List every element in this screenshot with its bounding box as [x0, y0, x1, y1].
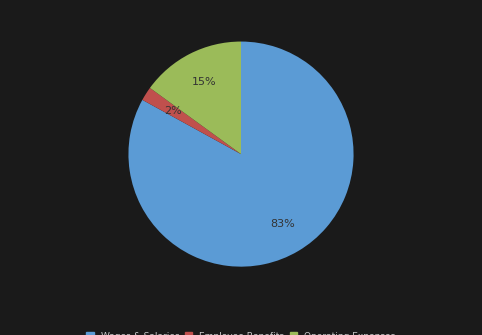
Wedge shape [150, 42, 241, 154]
Wedge shape [142, 88, 241, 154]
Text: 2%: 2% [164, 106, 181, 116]
Text: 83%: 83% [270, 219, 295, 229]
Wedge shape [128, 42, 354, 267]
Text: 15%: 15% [192, 77, 216, 87]
Legend: Wages & Salaries, Employee Benefits, Operating Expenses: Wages & Salaries, Employee Benefits, Ope… [86, 332, 396, 335]
